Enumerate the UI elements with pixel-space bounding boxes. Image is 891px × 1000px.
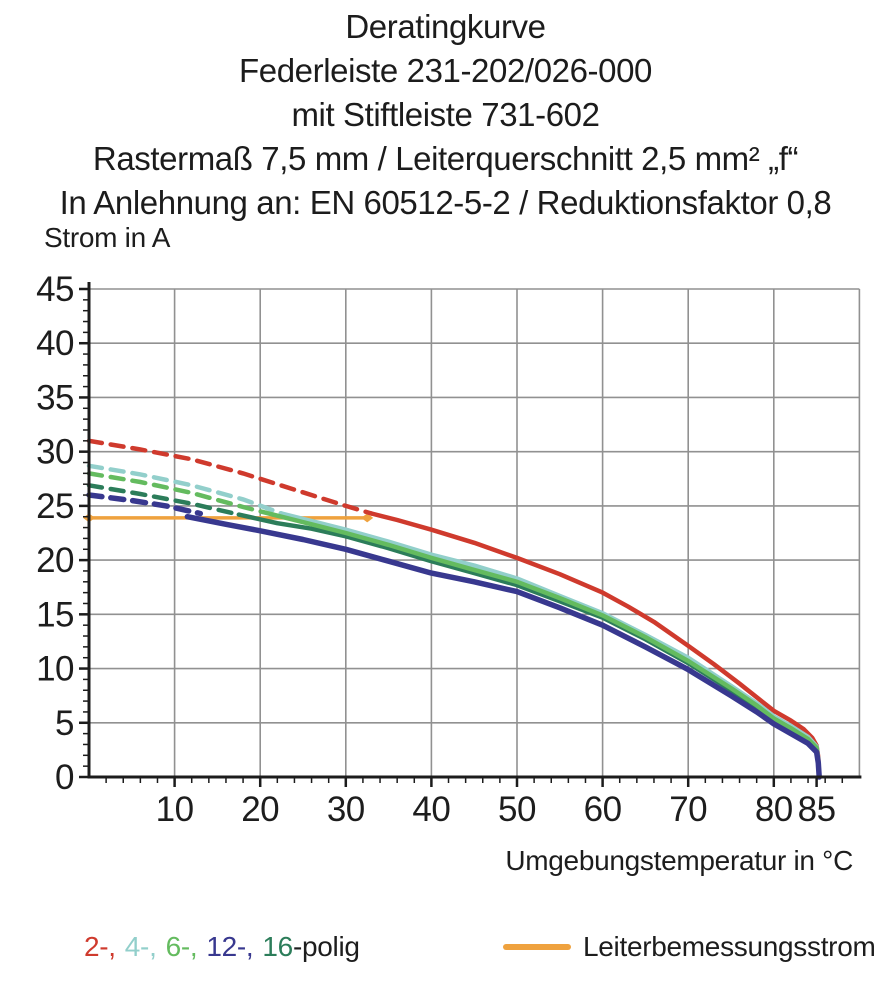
title-line-5: In Anlehnung an: EN 60512-5-2 / Reduktio…	[59, 184, 832, 221]
rated-current-line-swatch	[503, 944, 571, 950]
x-tick-label: 20	[241, 790, 279, 829]
y-tick-label: 0	[55, 758, 74, 797]
y-tick-label: 5	[55, 704, 74, 743]
title-line-3: mit Stiftleiste 731-602	[291, 96, 600, 133]
y-tick-label: 40	[36, 324, 74, 363]
chart-title-block: Deratingkurve Federleiste 231-202/026-00…	[0, 5, 891, 225]
title-line-1: Deratingkurve	[345, 8, 546, 45]
y-tick-label: 30	[36, 433, 74, 472]
y-tick-label: 45	[36, 270, 74, 309]
title-line-2: Federleiste 231-202/026-000	[239, 52, 652, 89]
legend-poles: 2-, 4-, 6-, 12-, 16-polig	[84, 931, 360, 963]
x-tick-label: 60	[584, 790, 622, 829]
x-tick-label: 30	[327, 790, 365, 829]
series-solid-12-polig	[184, 513, 822, 780]
legend-rated-current: Leiterbemessungsstrom	[503, 931, 876, 963]
rated-current-marker	[361, 513, 374, 523]
y-tick-label: 20	[36, 541, 74, 580]
x-tick-label: 10	[156, 790, 194, 829]
x-axis-title: Umgebungstemperatur in °C	[505, 845, 853, 876]
x-tick-label: 85	[798, 790, 836, 829]
rated-current-label: Leiterbemessungsstrom	[583, 931, 876, 962]
series-dashed-4-polig	[86, 463, 284, 516]
series-dashed-16-polig	[86, 483, 242, 517]
legend-pole-16: 16	[262, 931, 293, 962]
legend-pole-2: 2-,	[84, 931, 116, 962]
legend-pole-6: 6-,	[165, 931, 198, 962]
x-tick-label: 50	[498, 790, 536, 829]
y-tick-label: 35	[36, 378, 74, 417]
y-tick-label: 15	[36, 595, 74, 634]
legend-pole-4: 4-,	[124, 931, 157, 962]
x-tick-label: 70	[669, 790, 707, 829]
y-tick-label: 25	[36, 487, 74, 526]
y-tick-label: 10	[36, 650, 74, 689]
series-dashed-6-polig	[86, 471, 276, 517]
legend-poles-suffix: -polig	[292, 931, 360, 962]
series-solid-2-polig	[369, 511, 822, 780]
series-solid-6-polig	[270, 512, 822, 780]
legend-pole-12: 12-,	[206, 931, 254, 962]
title-line-4: Rastermaß 7,5 mm / Leiterquerschnitt 2,5…	[92, 140, 799, 177]
series-solid-16-polig	[236, 512, 822, 780]
y-axis-title: Strom in A	[44, 222, 171, 253]
series-dashed-12-polig	[86, 492, 204, 517]
x-tick-label: 40	[412, 790, 450, 829]
series-dashed-2-polig	[86, 438, 374, 516]
x-tick-label: 80	[755, 790, 793, 829]
